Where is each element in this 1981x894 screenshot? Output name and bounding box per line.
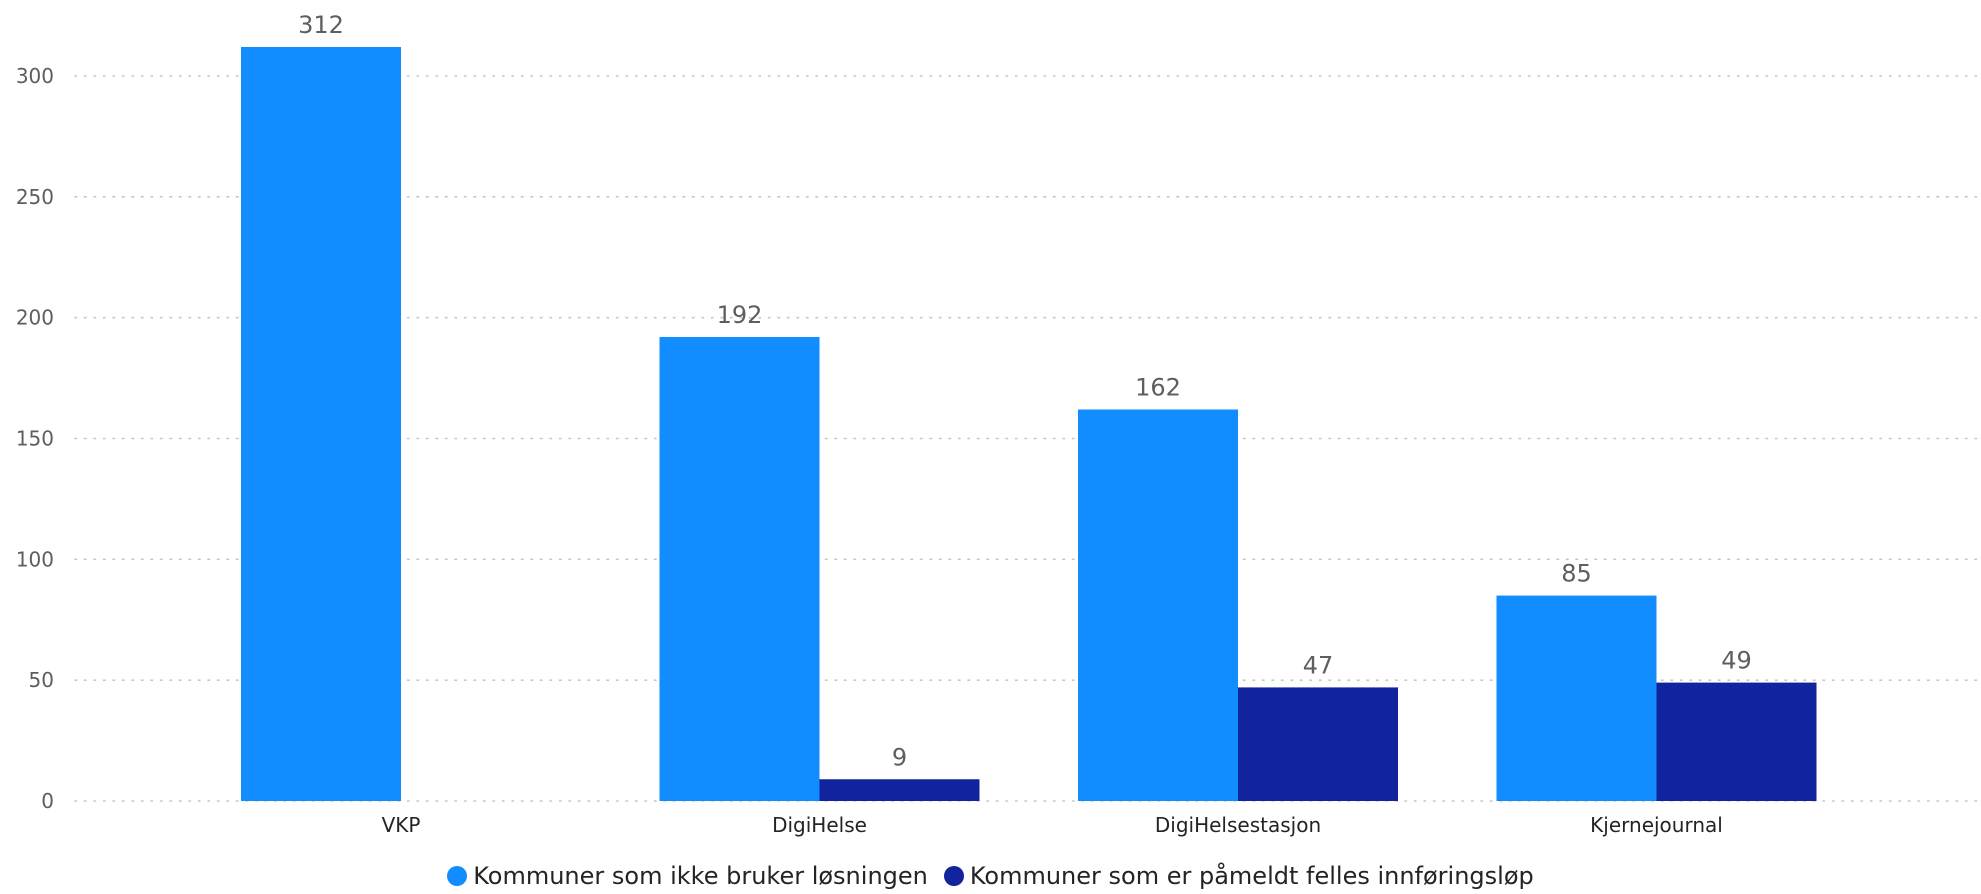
bar-kjernejournal-series-1[interactable] — [1496, 595, 1657, 801]
x-tick-label-vkp: VKP — [382, 813, 421, 837]
legend-item-series-2[interactable]: Kommuner som er påmeldt felles innføring… — [943, 862, 1534, 890]
bar-digihelsestasjon-series-2[interactable] — [1238, 687, 1398, 801]
data-label-digihelse-series-2: 9 — [892, 743, 907, 771]
bar-kjernejournal-series-2[interactable] — [1656, 682, 1817, 801]
legend-marker-series-2 — [943, 866, 964, 886]
y-tick-label-300: 300 — [16, 64, 54, 88]
y-tick-label-250: 250 — [16, 185, 54, 209]
data-label-vkp-series-1: 312 — [298, 11, 344, 39]
data-label-digihelse-series-1: 192 — [717, 301, 763, 329]
y-tick-label-150: 150 — [16, 427, 54, 451]
data-label-digihelsestasjon-series-1: 162 — [1135, 374, 1181, 402]
data-label-digihelsestasjon-series-2: 47 — [1303, 651, 1334, 679]
bar-digihelsestasjon-series-1[interactable] — [1078, 409, 1238, 802]
x-tick-label-kjernejournal: Kjernejournal — [1590, 813, 1723, 837]
data-label-kjernejournal-series-1: 85 — [1561, 560, 1592, 588]
legend-marker-series-1 — [447, 866, 468, 886]
y-tick-label-0: 0 — [41, 789, 54, 813]
x-tick-label-digihelse: DigiHelse — [772, 813, 867, 837]
x-tick-label-digihelsestasjon: DigiHelsestasjon — [1155, 813, 1321, 837]
bar-digihelse-series-2[interactable] — [819, 779, 980, 801]
legend-label-series-1: Kommuner som ikke bruker løsningen — [473, 862, 928, 890]
y-tick-label-200: 200 — [16, 306, 54, 330]
data-label-kjernejournal-series-2: 49 — [1721, 647, 1752, 675]
y-tick-label-100: 100 — [16, 547, 54, 571]
legend-item-series-1[interactable]: Kommuner som ikke bruker løsningen — [447, 862, 928, 890]
legend-label-series-2: Kommuner som er påmeldt felles innføring… — [969, 862, 1534, 890]
y-tick-label-50: 50 — [29, 668, 54, 692]
bar-vkp-series-1[interactable] — [241, 47, 401, 801]
bar-digihelse-series-1[interactable] — [659, 337, 820, 801]
legend: Kommuner som ikke bruker løsningen Kommu… — [0, 858, 1981, 894]
